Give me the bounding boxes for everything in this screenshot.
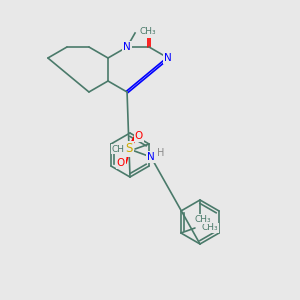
Text: N: N bbox=[147, 152, 155, 162]
Text: O: O bbox=[145, 27, 153, 37]
Text: N: N bbox=[123, 42, 131, 52]
Text: CH₃: CH₃ bbox=[139, 26, 156, 35]
Text: O: O bbox=[117, 158, 125, 168]
Text: CH₃: CH₃ bbox=[111, 145, 128, 154]
Text: H: H bbox=[157, 148, 165, 158]
Text: CH₃: CH₃ bbox=[202, 224, 219, 232]
Text: S: S bbox=[125, 142, 133, 155]
Text: N: N bbox=[164, 53, 172, 63]
Text: O: O bbox=[135, 131, 143, 141]
Text: CH₃: CH₃ bbox=[195, 214, 211, 224]
